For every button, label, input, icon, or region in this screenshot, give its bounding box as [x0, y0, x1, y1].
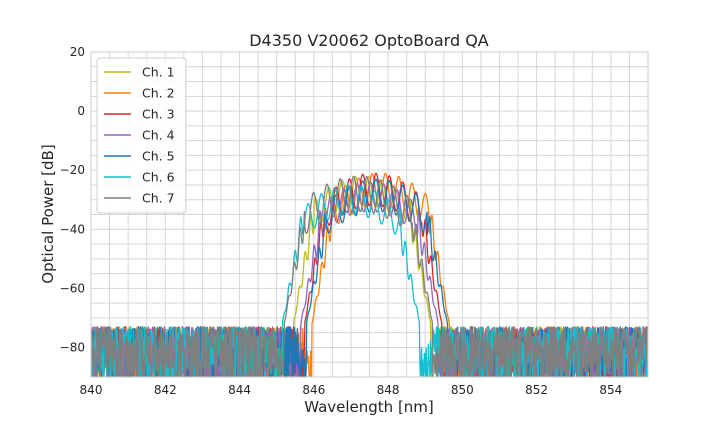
legend-label: Ch. 2 [142, 86, 175, 101]
x-tick-label: 848 [377, 383, 400, 397]
x-tick-label: 844 [228, 383, 251, 397]
y-tick-label: 0 [77, 104, 85, 118]
plot-frame [90, 51, 649, 378]
y-tick-label: −60 [60, 281, 85, 295]
x-tick-label: 854 [599, 383, 622, 397]
legend-label: Ch. 4 [142, 128, 175, 143]
legend-box [96, 57, 187, 214]
x-tick-label: 850 [451, 383, 474, 397]
y-tick-label: −20 [60, 163, 85, 177]
legend-label: Ch. 1 [142, 65, 175, 80]
legend-label: Ch. 3 [142, 107, 175, 122]
series-line [91, 175, 648, 377]
legend-label: Ch. 5 [142, 149, 175, 164]
x-tick-label: 852 [525, 383, 548, 397]
chart-title: D4350 V20062 OptoBoard QA [249, 31, 489, 50]
x-tick-label: 842 [154, 383, 177, 397]
legend-label: Ch. 6 [142, 170, 175, 185]
x-axis-label: Wavelength [nm] [304, 398, 434, 416]
legend: Ch. 1 Ch. 2 Ch. 3 Ch. 4 Ch. 5 Ch. 6 Ch. 7 [96, 57, 187, 214]
x-tick-label: 840 [80, 383, 103, 397]
y-tick-label: −40 [60, 222, 85, 236]
y-axis-ticks: −80 −60 −40 −20 0 20 [60, 45, 85, 354]
plot-area [91, 172, 648, 377]
x-axis-ticks: 840 842 844 846 848 850 852 854 [80, 383, 623, 397]
y-tick-label: 20 [70, 45, 85, 59]
y-axis-label: Optical Power [dB] [39, 144, 57, 283]
x-tick-label: 846 [302, 383, 325, 397]
y-tick-label: −80 [60, 340, 85, 354]
legend-label: Ch. 7 [142, 191, 175, 206]
